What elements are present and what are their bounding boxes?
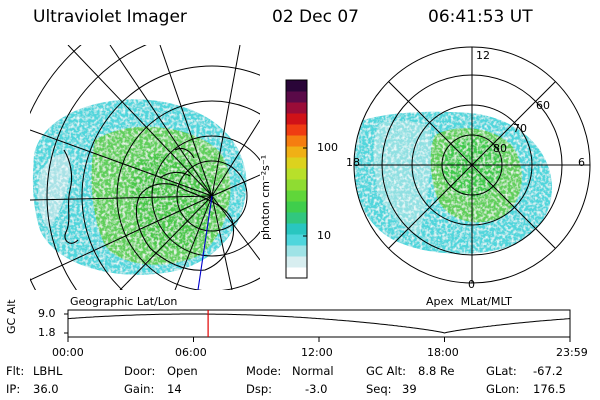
x-tick-2359: 23:59 — [556, 346, 588, 359]
gain-value: 14 — [167, 382, 182, 396]
colorbar-swatch — [286, 102, 307, 114]
colorbar-swatch — [286, 168, 307, 180]
glon-value: 176.5 — [533, 382, 566, 396]
glat-value: -67.2 — [533, 364, 563, 378]
gc-alt-axis-label: GC Alt — [5, 299, 18, 334]
colorbar-swatch — [286, 157, 307, 169]
seq-value: 39 — [402, 382, 417, 396]
door-label: Door: — [124, 364, 156, 378]
colorbar-swatch — [286, 234, 307, 246]
ip-label: IP: — [6, 382, 21, 396]
flt-value: LBHL — [33, 364, 63, 378]
glon-label: GLon: — [486, 382, 520, 396]
colorbar-tick-100: 100 — [317, 141, 338, 154]
gain-label: Gain: — [124, 382, 155, 396]
colorbar — [285, 79, 308, 279]
apex-polar-map — [353, 46, 591, 284]
mlt-label-12: 12 — [476, 49, 490, 62]
x-tick-0600: 06:00 — [175, 346, 207, 359]
colorbar-swatch — [286, 190, 307, 202]
colorbar-swatch — [286, 146, 307, 158]
apex-map-label: Apex MLat/MLT — [426, 295, 512, 308]
mlt-label-0: 0 — [468, 278, 475, 291]
colorbar-swatch — [286, 223, 307, 235]
x-tick-1800: 18:00 — [427, 346, 459, 359]
colorbar-swatch — [286, 113, 307, 125]
mlat-label-70: 70 — [513, 122, 527, 135]
mlat-label-80: 80 — [493, 142, 507, 155]
x-tick-0000: 00:00 — [52, 346, 84, 359]
gc-alt-ymin: 1.8 — [38, 326, 56, 339]
mlat-label-60: 60 — [536, 99, 550, 112]
mode-label: Mode: — [246, 364, 282, 378]
colorbar-swatch — [286, 212, 307, 224]
colorbar-swatch — [286, 135, 307, 147]
colorbar-tick-10: 10 — [317, 229, 331, 242]
gc-alt-ymax: 9.0 — [38, 307, 56, 320]
colorbar-unit-label: photon cm⁻²s⁻¹ — [259, 154, 272, 240]
colorbar-frame — [285, 79, 308, 279]
glat-label: GLat: — [486, 364, 517, 378]
gcalt-label: GC Alt: — [366, 364, 407, 378]
gcalt-value: 8.8 Re — [418, 364, 455, 378]
colorbar-swatch — [286, 179, 307, 191]
instrument-title: Ultraviolet Imager — [33, 7, 187, 27]
colorbar-swatch — [286, 267, 307, 279]
colorbar-swatch — [286, 80, 307, 92]
mlt-label-18: 18 — [346, 156, 360, 169]
date-label: 02 Dec 07 — [272, 7, 359, 27]
gc-alt-plot — [64, 309, 571, 342]
dsp-value: -3.0 — [305, 382, 328, 396]
door-value: Open — [167, 364, 198, 378]
colorbar-swatch — [286, 91, 307, 103]
geographic-map — [30, 45, 260, 290]
ip-value: 36.0 — [33, 382, 59, 396]
seq-label: Seq: — [366, 382, 392, 396]
colorbar-swatch — [286, 256, 307, 268]
mlt-label-6: 6 — [578, 156, 585, 169]
time-label: 06:41:53 UT — [428, 7, 533, 27]
mode-value: Normal — [292, 364, 334, 378]
dsp-label: Dsp: — [246, 382, 273, 396]
colorbar-swatch — [286, 245, 307, 257]
geographic-map-label: Geographic Lat/Lon — [70, 295, 178, 308]
colorbar-swatch — [286, 124, 307, 136]
flt-label: Flt: — [6, 364, 25, 378]
x-tick-1200: 12:00 — [301, 346, 333, 359]
colorbar-swatch — [286, 201, 307, 213]
